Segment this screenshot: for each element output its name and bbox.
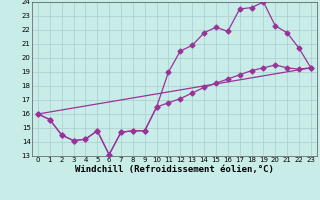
X-axis label: Windchill (Refroidissement éolien,°C): Windchill (Refroidissement éolien,°C) (75, 165, 274, 174)
